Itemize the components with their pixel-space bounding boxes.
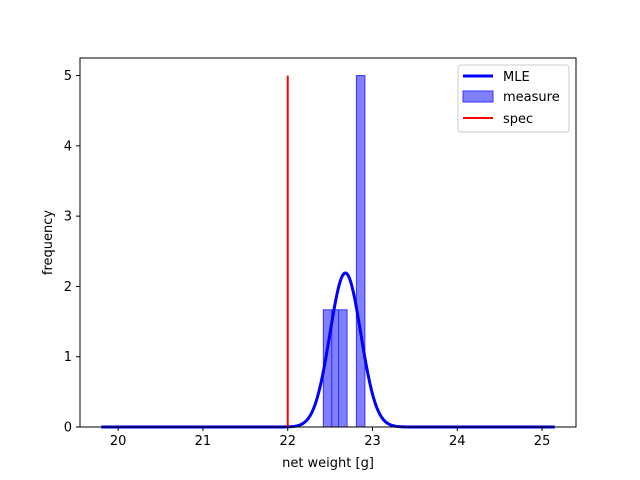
histogram-bar-4 [355, 75, 366, 428]
x-tick-label: 22 [279, 434, 296, 449]
x-tick-label: 21 [195, 434, 212, 449]
legend-measure-label: measure [503, 90, 560, 105]
x-axis-ticks: 20 21 22 23 24 25 [110, 427, 550, 449]
y-axis-ticks: 0 1 2 3 4 5 [64, 69, 80, 436]
y-tick-label: 1 [64, 350, 72, 365]
legend-mle-label: MLE [503, 70, 530, 85]
legend: MLE measure spec [457, 64, 570, 133]
y-tick-label: 2 [64, 280, 72, 295]
x-tick-label: 24 [449, 434, 466, 449]
y-tick-label: 4 [64, 139, 72, 154]
histogram-bars [322, 75, 366, 428]
y-tick-label: 0 [64, 421, 72, 436]
x-tick-label: 25 [534, 434, 551, 449]
histogram-bar-2 [331, 309, 340, 428]
x-tick-label: 20 [110, 434, 127, 449]
x-axis-label: net weight [g] [282, 456, 374, 471]
legend-measure-swatch [462, 90, 494, 103]
y-tick-label: 3 [64, 210, 72, 225]
plot-frame [79, 57, 577, 428]
histogram-bar-3 [338, 309, 348, 428]
legend-box [457, 64, 570, 133]
y-tick-label: 5 [64, 69, 72, 84]
y-axis-label: frequency [41, 210, 56, 276]
legend-spec-label: spec [503, 112, 533, 127]
x-tick-label: 23 [364, 434, 381, 449]
